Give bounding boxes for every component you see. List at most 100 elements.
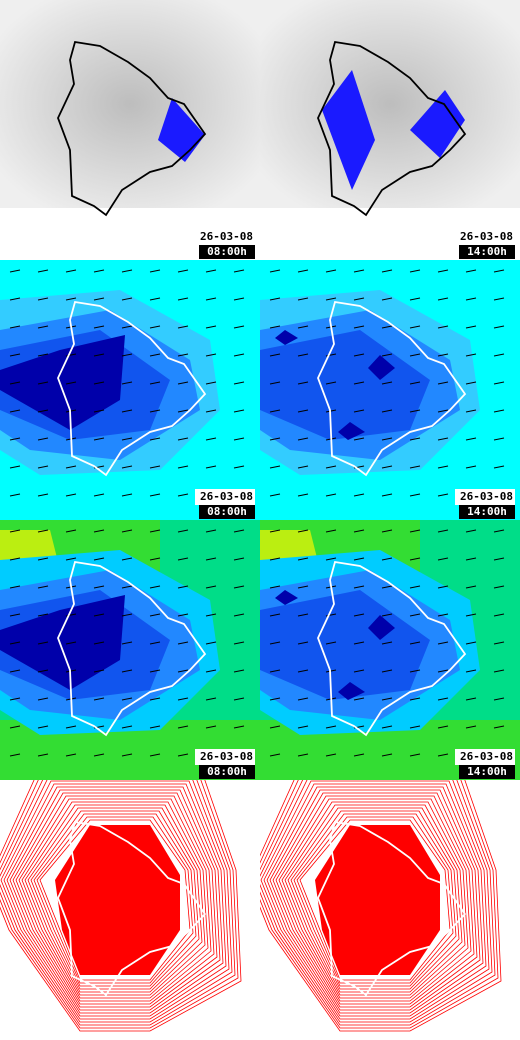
isobar bbox=[299, 819, 451, 981]
wind-arrow bbox=[269, 465, 281, 469]
time-label: 08:00h bbox=[207, 765, 247, 778]
wind-arrow bbox=[465, 725, 477, 729]
wind-arrow bbox=[325, 725, 337, 729]
wind-arrow bbox=[493, 437, 505, 441]
high-core bbox=[315, 825, 440, 975]
wind-arrow bbox=[205, 409, 217, 413]
wind-arrow bbox=[353, 409, 365, 413]
wind-arrow bbox=[149, 669, 161, 673]
wind-arrow bbox=[269, 725, 281, 729]
wind-arrow bbox=[297, 641, 309, 645]
wind-arrow bbox=[437, 585, 449, 589]
wind-arrow bbox=[37, 269, 49, 273]
wind-arrow bbox=[353, 381, 365, 385]
wind-arrow bbox=[437, 641, 449, 645]
wind-arrow bbox=[381, 409, 393, 413]
wind-arrow bbox=[409, 613, 421, 617]
wind-arrow bbox=[149, 613, 161, 617]
field bbox=[275, 590, 298, 605]
wind-arrow bbox=[149, 297, 161, 301]
wind-arrow bbox=[177, 669, 189, 673]
wind-arrow bbox=[381, 353, 393, 357]
wind-arrow bbox=[437, 557, 449, 561]
date-label: 26-03-08 bbox=[200, 490, 253, 503]
time-label: 14:00h bbox=[467, 245, 507, 258]
wind-arrow bbox=[205, 669, 217, 673]
wind-arrow bbox=[205, 585, 217, 589]
wind-arrow bbox=[177, 465, 189, 469]
wind-arrow bbox=[493, 381, 505, 385]
wind-arrow bbox=[177, 557, 189, 561]
wind-arrow bbox=[409, 725, 421, 729]
wind-arrow bbox=[465, 641, 477, 645]
wind-arrow bbox=[121, 613, 133, 617]
wind-arrow bbox=[93, 557, 105, 561]
isobar bbox=[0, 780, 239, 1029]
wind-arrow bbox=[437, 381, 449, 385]
wind-arrow bbox=[205, 269, 217, 273]
wind-arrow bbox=[93, 269, 105, 273]
wind-arrow bbox=[409, 753, 421, 757]
wind-arrow bbox=[37, 697, 49, 701]
wind-arrow bbox=[121, 493, 133, 497]
wind-arrow bbox=[177, 529, 189, 533]
wind-arrow bbox=[381, 325, 393, 329]
field bbox=[260, 330, 430, 440]
wind-arrow bbox=[465, 697, 477, 701]
wind-arrow bbox=[205, 529, 217, 533]
wind-arrow bbox=[381, 557, 393, 561]
wind-arrow bbox=[409, 529, 421, 533]
wind-arrow bbox=[325, 753, 337, 757]
wind-arrow bbox=[437, 493, 449, 497]
wind-arrow bbox=[493, 269, 505, 273]
wind-arrow bbox=[437, 325, 449, 329]
wind-arrow bbox=[269, 585, 281, 589]
date-bg bbox=[195, 749, 255, 765]
isobar bbox=[0, 780, 230, 1020]
wind-arrow bbox=[121, 753, 133, 757]
wind-arrow bbox=[297, 613, 309, 617]
wind-arrow bbox=[149, 557, 161, 561]
wind-arrow bbox=[93, 697, 105, 701]
wind-arrow bbox=[177, 493, 189, 497]
time-bg bbox=[199, 765, 255, 779]
wind-arrow bbox=[437, 353, 449, 357]
date-label: 26-03-08 bbox=[460, 490, 513, 503]
wind-arrow bbox=[37, 353, 49, 357]
isobar bbox=[290, 810, 460, 990]
isobar bbox=[0, 780, 236, 1026]
wind-arrow bbox=[269, 557, 281, 561]
wind-arrow bbox=[465, 669, 477, 673]
wind-arrow bbox=[353, 297, 365, 301]
wind-arrow bbox=[177, 325, 189, 329]
wind-arrow bbox=[297, 325, 309, 329]
wind-arrow bbox=[353, 557, 365, 561]
wind-arrow bbox=[269, 409, 281, 413]
wind-arrow bbox=[37, 465, 49, 469]
high-core bbox=[55, 825, 180, 975]
wind-arrow bbox=[233, 557, 245, 561]
wind-arrow bbox=[9, 409, 21, 413]
time-label: 14:00h bbox=[467, 505, 507, 518]
wind-arrow bbox=[437, 437, 449, 441]
wind-arrow bbox=[381, 269, 393, 273]
wind-arrow bbox=[437, 529, 449, 533]
wind-arrow bbox=[437, 409, 449, 413]
wind-arrow bbox=[409, 437, 421, 441]
wind-arrow bbox=[65, 641, 77, 645]
wind-arrow bbox=[437, 753, 449, 757]
wind-arrow bbox=[437, 697, 449, 701]
wind-arrow bbox=[177, 613, 189, 617]
isobar bbox=[260, 780, 502, 1032]
wind-arrow bbox=[149, 437, 161, 441]
wind-arrow bbox=[269, 353, 281, 357]
wind-arrow bbox=[325, 669, 337, 673]
wind-arrow bbox=[325, 493, 337, 497]
wind-arrow bbox=[409, 325, 421, 329]
wind-arrow bbox=[233, 269, 245, 273]
date-bg bbox=[455, 229, 515, 245]
wind-arrow bbox=[297, 437, 309, 441]
wind-arrow bbox=[297, 697, 309, 701]
wind-arrow bbox=[465, 409, 477, 413]
wind-arrow bbox=[9, 529, 21, 533]
